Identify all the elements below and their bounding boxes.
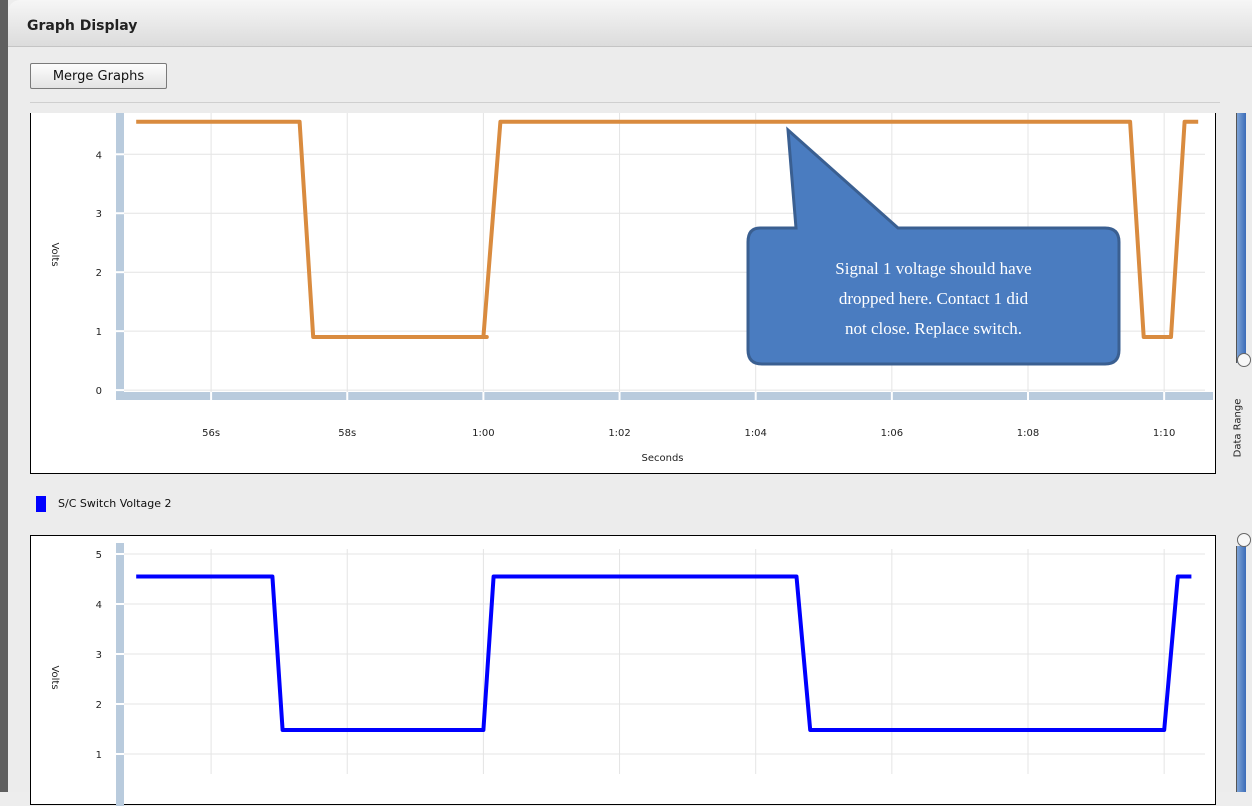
voltage-chart-1: 0 1 2 3 4 56s 58s 1:00 1:02 1:04 1:06 1:08 1:10 Secon… bbox=[30, 113, 1216, 474]
y-tick-label: 1 bbox=[96, 327, 102, 338]
y-tick-label: 0 bbox=[96, 386, 102, 397]
legend-swatch-blue bbox=[36, 496, 46, 512]
y-axis-bar bbox=[116, 543, 124, 806]
callout-text-line: Signal 1 voltage should have bbox=[835, 259, 1031, 278]
y-axis-title: Volts bbox=[49, 665, 60, 689]
y-axis-tick-mark bbox=[116, 553, 124, 555]
y-axis-tick-mark bbox=[116, 703, 124, 705]
y-axis-tick-mark bbox=[116, 753, 124, 755]
data-range-slider-track-2[interactable] bbox=[1236, 546, 1246, 792]
y-axis-tick-mark bbox=[116, 153, 124, 156]
x-tick-label: 1:04 bbox=[744, 428, 766, 439]
callout-text-line: not close. Replace switch. bbox=[845, 319, 1022, 338]
merge-graphs-button[interactable]: Merge Graphs bbox=[30, 63, 167, 89]
x-axis-tick-mark bbox=[210, 392, 213, 400]
x-tick-label: 1:06 bbox=[881, 428, 903, 439]
y-tick-label: 5 bbox=[96, 550, 102, 561]
x-axis-tick-mark bbox=[754, 392, 757, 400]
y-tick-label: 2 bbox=[96, 700, 102, 711]
y-axis-tick-mark bbox=[116, 389, 124, 392]
y-axis-tick-mark bbox=[116, 603, 124, 605]
panel-title: Graph Display bbox=[27, 18, 138, 34]
panel-header: Graph Display bbox=[8, 0, 1252, 47]
x-axis-tick-mark bbox=[890, 392, 893, 400]
callout-text-line: dropped here. Contact 1 did bbox=[839, 289, 1029, 308]
y-axis-tick-mark bbox=[116, 330, 124, 333]
toolbar-divider bbox=[30, 102, 1220, 103]
x-tick-label: 1:10 bbox=[1153, 428, 1175, 439]
data-range-slider-handle[interactable] bbox=[1237, 353, 1251, 367]
y-axis-tick-mark bbox=[116, 212, 124, 215]
x-axis-title: Seconds bbox=[641, 453, 683, 464]
x-tick-label: 1:02 bbox=[608, 428, 630, 439]
data-range-slider-track[interactable] bbox=[1236, 113, 1246, 363]
data-range-slider-handle-2[interactable] bbox=[1237, 533, 1251, 547]
y-tick-label: 3 bbox=[96, 209, 102, 220]
x-axis-tick-mark bbox=[1027, 392, 1030, 400]
y-tick-label: 1 bbox=[96, 750, 102, 761]
window-edge bbox=[0, 0, 8, 792]
series-line bbox=[136, 574, 1192, 732]
y-axis-tick-mark bbox=[116, 653, 124, 655]
series-line bbox=[136, 119, 1199, 339]
legend-label: S/C Switch Voltage 2 bbox=[58, 497, 172, 510]
voltage-chart-2: 1 2 3 4 5 Volts bbox=[30, 535, 1216, 806]
data-range-label-text: Data Range bbox=[1232, 398, 1244, 458]
x-axis-tick-mark bbox=[346, 392, 349, 400]
chart-1-plot: 0 1 2 3 4 56s 58s 1:00 1:02 1:04 1:06 1:08 1:10 Secon… bbox=[49, 113, 1213, 464]
chart-2-plot: 1 2 3 4 5 Volts bbox=[49, 543, 1205, 806]
callout-bubble bbox=[746, 126, 1121, 366]
data-range-label: Data Range bbox=[1232, 399, 1244, 458]
x-tick-label: 56s bbox=[202, 428, 220, 439]
x-axis-tick-mark bbox=[618, 392, 621, 400]
y-tick-label: 3 bbox=[96, 650, 102, 661]
x-axis-bar bbox=[116, 392, 1213, 400]
x-tick-label: 1:00 bbox=[472, 428, 494, 439]
y-axis-bar bbox=[116, 113, 124, 396]
x-tick-label: 1:08 bbox=[1017, 428, 1039, 439]
x-tick-label: 58s bbox=[338, 428, 356, 439]
x-axis-tick-mark bbox=[482, 392, 485, 400]
y-tick-label: 4 bbox=[96, 600, 102, 611]
y-tick-label: 4 bbox=[96, 150, 102, 161]
y-axis-tick-mark bbox=[116, 271, 124, 274]
y-tick-label: 2 bbox=[96, 268, 102, 279]
y-axis-title: Volts bbox=[49, 242, 60, 266]
x-axis-tick-mark bbox=[1163, 392, 1166, 400]
